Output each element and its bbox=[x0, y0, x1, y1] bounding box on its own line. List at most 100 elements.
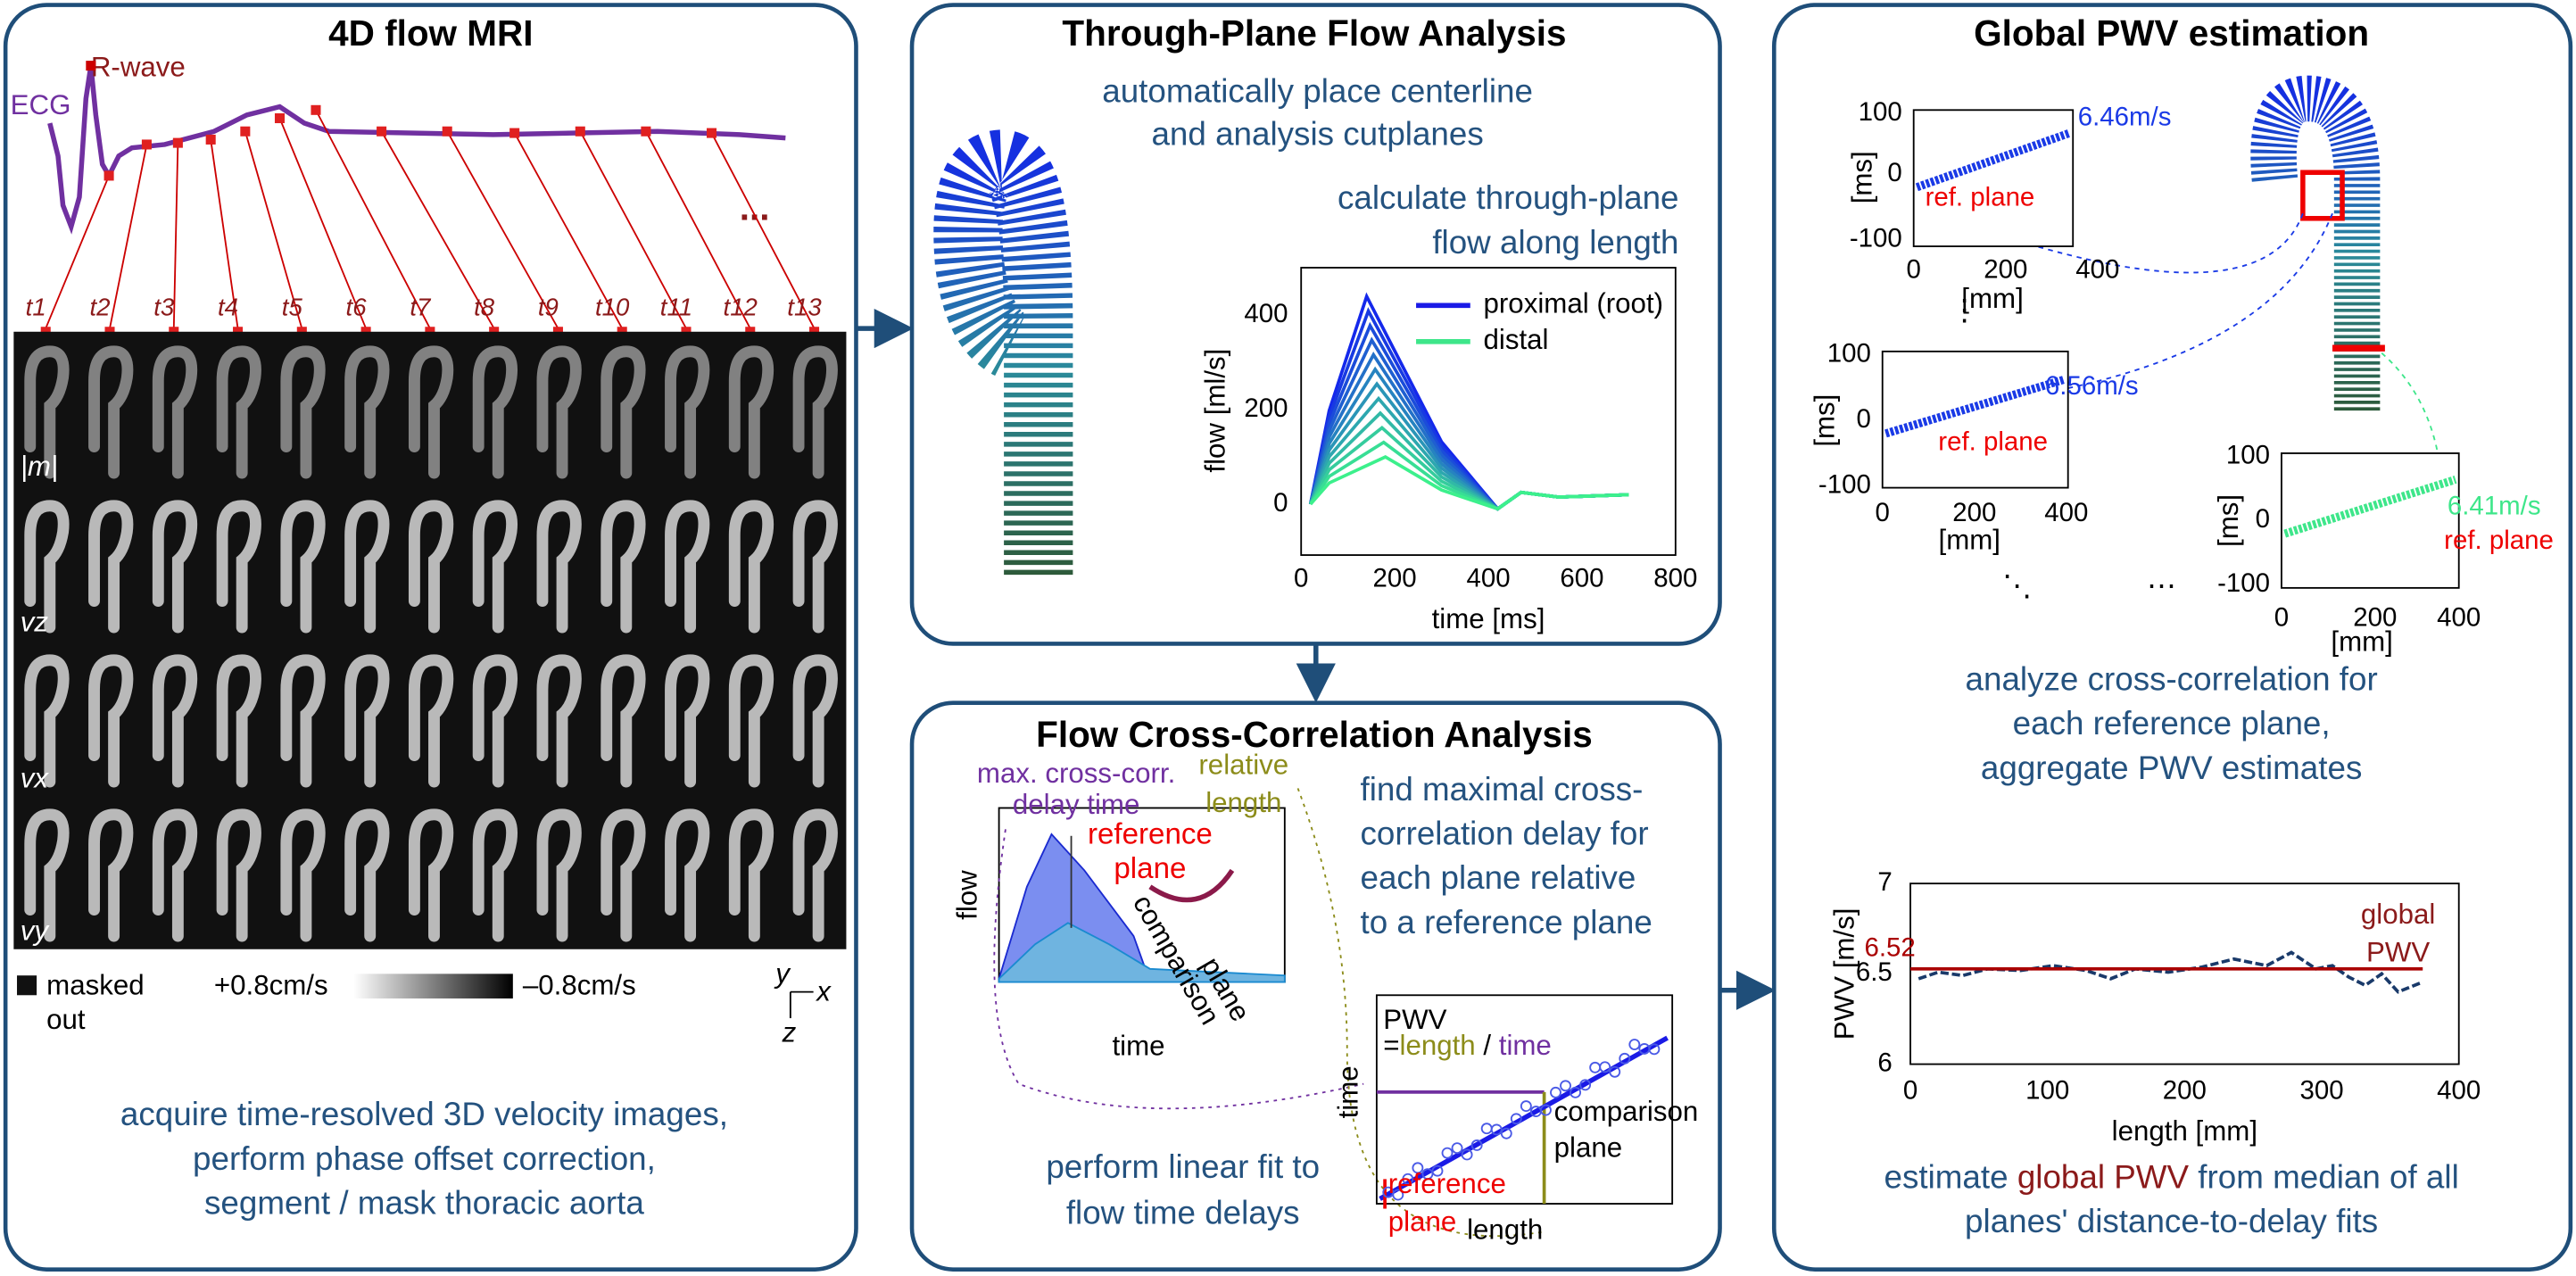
time-link bbox=[45, 175, 110, 329]
row-label: vz bbox=[21, 607, 49, 638]
colorbar bbox=[353, 974, 513, 998]
rwave-label: R-wave bbox=[91, 52, 186, 83]
plot-frame bbox=[1881, 350, 2069, 489]
annotation: global bbox=[2361, 899, 2435, 930]
fit-line bbox=[1379, 1035, 1669, 1201]
fit-point bbox=[1520, 1100, 1532, 1113]
delay-curve bbox=[1915, 128, 2072, 192]
y-tick-label: 100 bbox=[1827, 338, 1871, 368]
fit-point bbox=[1510, 1113, 1522, 1125]
annotation: PWV bbox=[2366, 937, 2430, 968]
caption-part: global PWV bbox=[2017, 1158, 2190, 1195]
time-label: t8 bbox=[474, 293, 495, 320]
axis-label: z bbox=[782, 1017, 797, 1048]
x-axis-label: [mm] bbox=[1939, 525, 2000, 556]
time-label: t3 bbox=[153, 293, 175, 320]
y-tick-label: 7 bbox=[1877, 867, 1892, 897]
time-label: t2 bbox=[89, 293, 110, 320]
fit-point bbox=[1421, 1168, 1434, 1181]
row-label: vx bbox=[21, 762, 50, 793]
y-tick-label: 6 bbox=[1877, 1048, 1892, 1077]
text: find maximal cross- bbox=[1360, 771, 1643, 808]
x-tick-label: 300 bbox=[2299, 1076, 2343, 1106]
text: correlation delay for bbox=[1360, 815, 1648, 851]
y-axis-label: [ms] bbox=[1809, 394, 1840, 447]
caption: aggregate PWV estimates bbox=[1981, 750, 2362, 786]
panel-pwv bbox=[1771, 3, 2573, 1272]
y-tick-label: 100 bbox=[1859, 97, 1902, 127]
caption: estimate global PWV from median of all bbox=[1884, 1158, 2459, 1195]
time-link bbox=[278, 118, 367, 329]
fit-point bbox=[1490, 1123, 1503, 1136]
x-axis-label: time [ms] bbox=[1432, 603, 1545, 634]
link bbox=[993, 829, 1364, 1110]
time-link bbox=[210, 139, 239, 329]
ecg-markers: t1 t2 t3 t4 t5 t6 t7 t8 t9 t10 t11 t12 t13 bbox=[26, 104, 822, 337]
ref-label: ref. plane bbox=[1938, 427, 2048, 457]
annotation: reference bbox=[1088, 818, 1213, 851]
y-tick-label: 0 bbox=[2256, 504, 2270, 534]
annotation: plane bbox=[1114, 852, 1186, 885]
row-label: vy bbox=[21, 916, 51, 947]
x-tick-label: 400 bbox=[2437, 1076, 2481, 1106]
time-label: t9 bbox=[538, 293, 559, 320]
equation: / bbox=[1476, 1030, 1499, 1061]
time-link bbox=[710, 132, 816, 329]
masked-swatch bbox=[17, 975, 37, 996]
ellipsis: ⋱ bbox=[2002, 570, 2032, 603]
x-tick-label: 200 bbox=[1952, 498, 1996, 527]
fit-point bbox=[1550, 1086, 1561, 1098]
y-axis-label: [ms] bbox=[1847, 151, 1878, 203]
ref-label: ref. plane bbox=[2444, 526, 2554, 555]
x-tick-label: 200 bbox=[2163, 1076, 2207, 1106]
time-link bbox=[315, 109, 431, 329]
panel-cross-corr bbox=[909, 700, 1722, 1272]
plot-frame bbox=[1375, 994, 1674, 1205]
x-tick-label: 100 bbox=[2025, 1076, 2069, 1106]
annotation: plane bbox=[1388, 1206, 1457, 1237]
ellipsis: ⋮ bbox=[1950, 294, 1979, 327]
y-axis-label: flow [ml/s] bbox=[1200, 349, 1231, 473]
plot-frame bbox=[1300, 267, 1677, 556]
caption: perform linear fit to bbox=[1046, 1148, 1320, 1185]
aorta-3d bbox=[2250, 75, 2381, 411]
x-tick-label: 400 bbox=[2075, 254, 2119, 284]
y-tick-label: 6.5 bbox=[1856, 957, 1893, 987]
fit-point bbox=[1412, 1162, 1424, 1174]
annotation: PWV bbox=[1383, 1004, 1446, 1035]
y-tick-label: 400 bbox=[1244, 299, 1288, 328]
caption: each reference plane, bbox=[2013, 705, 2331, 742]
legend-label: –0.8cm/s bbox=[523, 969, 636, 1000]
x-tick-label: 0 bbox=[1294, 563, 1308, 592]
fit-point bbox=[1570, 1086, 1582, 1098]
caption: acquire time-resolved 3D velocity images… bbox=[120, 1096, 728, 1132]
time-link bbox=[446, 130, 559, 329]
time-label: t13 bbox=[787, 293, 822, 320]
speed-label: 6.46m/s bbox=[2078, 102, 2172, 131]
x-tick-label: 0 bbox=[1907, 254, 1921, 284]
y-tick-label: 200 bbox=[1244, 394, 1288, 423]
speed-label: 6.41m/s bbox=[2448, 491, 2541, 520]
ecg-marker bbox=[377, 126, 387, 137]
time-label: t10 bbox=[595, 293, 630, 320]
caption: perform phase offset correction, bbox=[193, 1140, 656, 1177]
ref-label: ref. plane bbox=[1926, 182, 2035, 211]
caption: flow time delays bbox=[1066, 1195, 1300, 1231]
fit-point bbox=[1500, 1127, 1512, 1139]
ecg-marker bbox=[240, 126, 251, 137]
text: to a reference plane bbox=[1360, 904, 1652, 940]
annotation: =length / time bbox=[1383, 1030, 1552, 1061]
fit-point bbox=[1431, 1164, 1444, 1177]
fit-point bbox=[1609, 1065, 1621, 1078]
legend-label: proximal (root) bbox=[1484, 288, 1664, 319]
time-label: t1 bbox=[26, 293, 46, 320]
x-axis-label: time bbox=[1112, 1030, 1164, 1061]
annotation: max. cross-corr. bbox=[977, 758, 1175, 789]
x-axis-label: [mm] bbox=[2331, 626, 2392, 658]
fit-point bbox=[1619, 1052, 1631, 1065]
y-tick-label: -100 bbox=[1818, 470, 1871, 500]
y-tick-label: 0 bbox=[1273, 488, 1288, 518]
time-label: t7 bbox=[410, 293, 432, 320]
time-label: t4 bbox=[218, 293, 238, 320]
